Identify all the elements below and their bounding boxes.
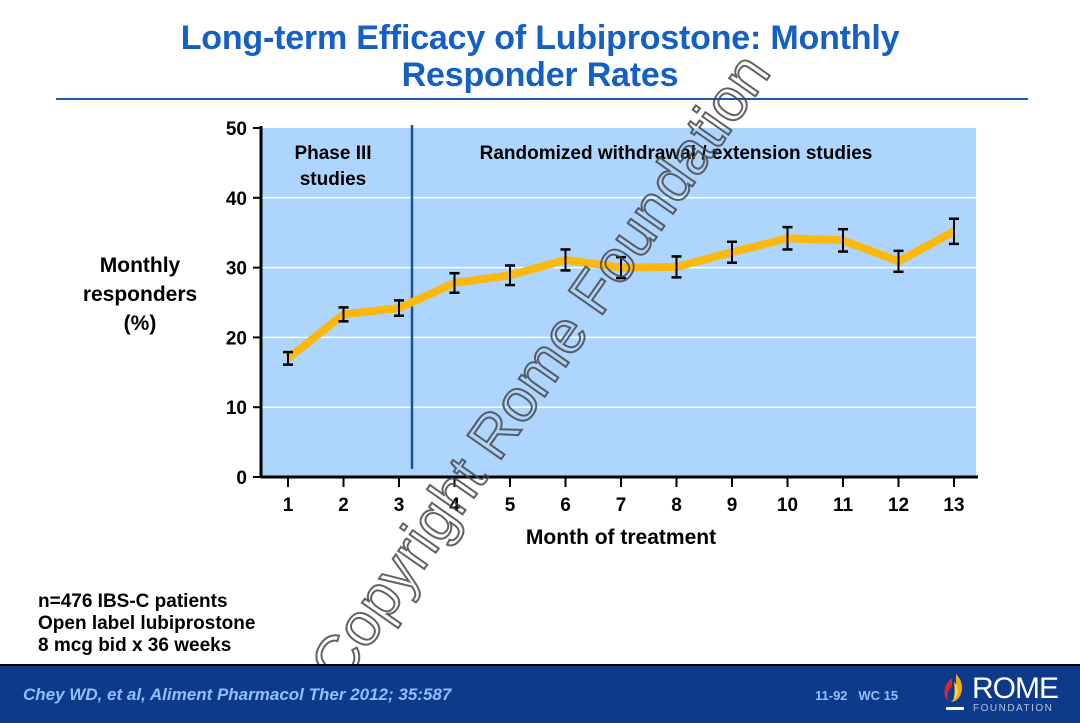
- slide-title: Long-term Efficacy of Lubiprostone: Mont…: [0, 20, 1080, 94]
- rome-foundation-logo: ROME FOUNDATION: [940, 672, 1070, 716]
- title-divider: [56, 98, 1028, 100]
- x-tick-label: 13: [943, 495, 964, 516]
- error-bar: [782, 225, 793, 251]
- y-axis-label-line: responders: [82, 283, 198, 306]
- error-bar: [893, 249, 904, 274]
- y-tick-label: 50: [226, 119, 247, 140]
- x-tick-label: 2: [338, 495, 349, 516]
- citation: Chey WD, et al, Aliment Pharmacol Ther 2…: [23, 685, 452, 704]
- y-axis-label-line: Monthly: [99, 254, 181, 277]
- flame-icon: [944, 674, 964, 710]
- note-line: 8 mcg bid x 36 weeks: [38, 635, 232, 656]
- x-tick-label: 4: [449, 495, 460, 516]
- error-bar: [449, 271, 460, 294]
- x-tick-label: 7: [616, 495, 627, 516]
- error-bar: [394, 299, 404, 318]
- x-tick-label: 12: [888, 495, 909, 516]
- x-tick-label: 6: [560, 495, 571, 516]
- note-line: Open label lubiprostone: [38, 613, 256, 634]
- y-axis-label-line: (%): [123, 312, 157, 335]
- x-ticks: 1 2 3 4 5 6 7 8 9 10 11 12 13: [283, 477, 965, 516]
- annotation-phase-iii: studies: [300, 169, 367, 190]
- y-axis-label: Monthly responders (%): [60, 251, 220, 338]
- y-tick-label: 40: [226, 189, 247, 210]
- note-line: n=476 IBS-C patients: [38, 591, 228, 612]
- x-tick-label: 1: [283, 495, 294, 516]
- title-line-1: Long-term Efficacy of Lubiprostone: Mont…: [180, 19, 900, 57]
- error-bars: [283, 217, 959, 366]
- annotation-randomized-withdrawal: Randomized withdrawal / extension studie…: [480, 143, 873, 164]
- footer-bar: Chey WD, et al, Aliment Pharmacol Ther 2…: [0, 664, 1080, 723]
- error-bar: [671, 255, 682, 279]
- title-line-2: Responder Rates: [401, 56, 679, 94]
- y-tick-label: 20: [226, 328, 247, 349]
- y-tick-label: 30: [226, 259, 247, 280]
- error-bar: [727, 240, 737, 264]
- study-notes: n=476 IBS-C patients Open label lubipros…: [38, 591, 255, 657]
- x-tick-label: 9: [727, 495, 738, 516]
- error-bar: [505, 264, 515, 287]
- error-bar: [838, 227, 848, 253]
- error-bar: [283, 350, 293, 366]
- annotation-phase-iii: Phase III: [294, 143, 371, 164]
- error-bar: [560, 248, 571, 272]
- error-bar: [616, 255, 626, 280]
- x-tick-label: 8: [671, 495, 682, 516]
- slide-code: 11-92 WC 15: [815, 688, 899, 703]
- error-bar: [338, 306, 349, 323]
- error-bar: [949, 217, 959, 246]
- x-tick-label: 3: [394, 495, 405, 516]
- logo-name: ROME: [972, 672, 1059, 705]
- y-ticks: 0 10 20 30 40 50: [226, 119, 261, 489]
- annotations: Phase III studies Randomized withdrawal / …: [294, 143, 872, 190]
- x-tick-label: 10: [777, 495, 798, 516]
- logo-sub: FOUNDATION: [973, 703, 1054, 714]
- x-axis-label: Month of treatment: [526, 526, 716, 549]
- y-tick-label: 10: [226, 398, 247, 419]
- x-tick-label: 5: [505, 495, 516, 516]
- axes: [259, 126, 978, 479]
- plot-area: [261, 128, 976, 477]
- y-tick-label: 0: [236, 468, 247, 489]
- x-tick-label: 11: [833, 495, 854, 516]
